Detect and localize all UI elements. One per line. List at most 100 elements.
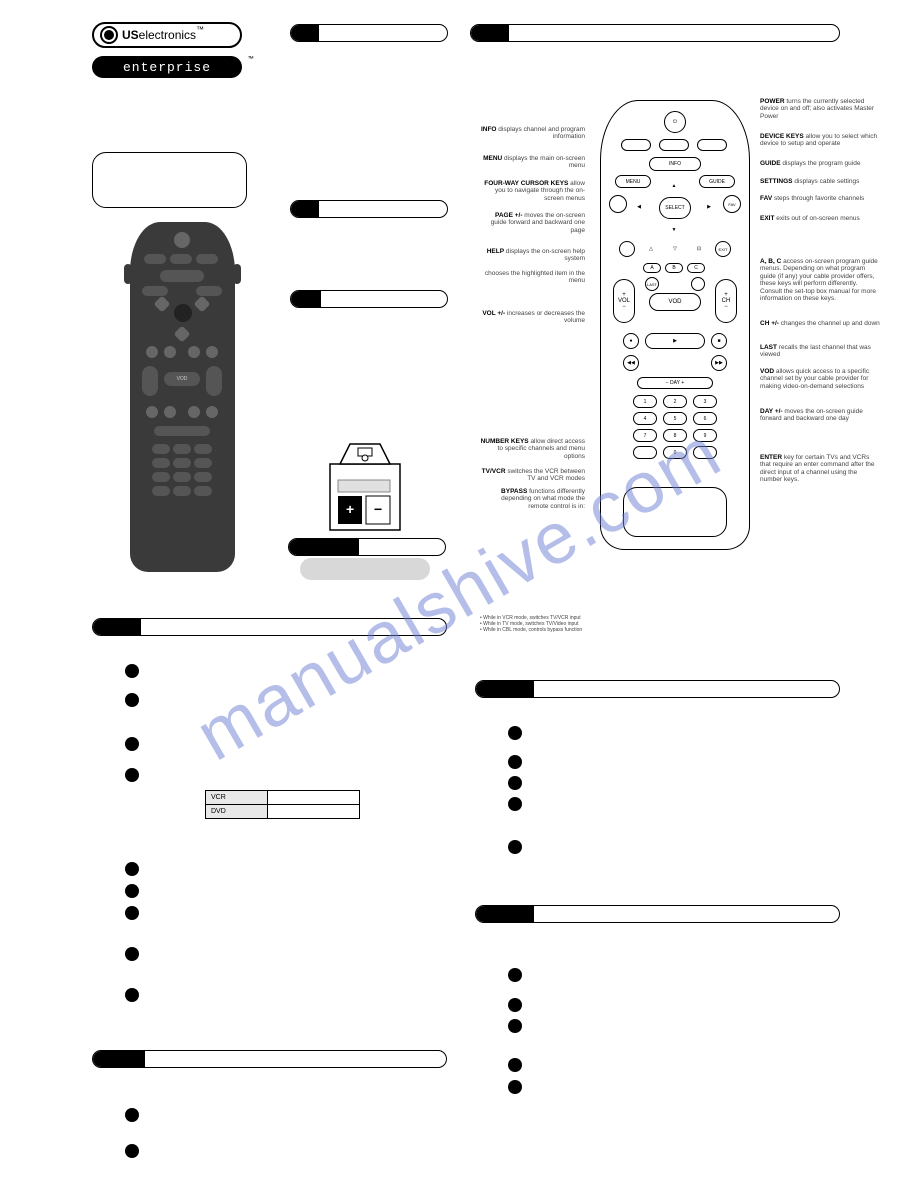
step-bullet <box>508 1058 522 1072</box>
step-bullet <box>508 1019 522 1033</box>
remote-diagram-body: ⏻ INFO MENU GUIDE ▲ SELECT ◀ ▶ ▼ FAV △ ▽… <box>600 100 750 550</box>
section-pill <box>475 905 840 923</box>
help-button <box>619 241 635 257</box>
callout-right: GUIDE displays the program guide <box>760 160 880 167</box>
section-pill <box>290 290 448 308</box>
callout-right: SETTINGS displays cable settings <box>760 178 880 185</box>
callout-left: VOL +/- increases or decreases the volum… <box>480 310 585 325</box>
step-bullet <box>125 768 139 782</box>
device-key-1 <box>621 139 651 151</box>
callout-left: BYPASS functions differently depending o… <box>480 488 585 510</box>
callout-left: HELP displays the on-screen help system <box>480 248 585 263</box>
callout-fine-line: • While in CBL mode, controls bypass fun… <box>480 627 600 633</box>
logo-us-electronics: USelectronics ™ <box>92 22 242 48</box>
section-pill <box>92 1050 447 1068</box>
rew-button: ◀◀ <box>623 355 639 371</box>
key-5: 5 <box>663 412 687 425</box>
callout-right: LAST recalls the last channel that was v… <box>760 344 880 359</box>
callout-right: CH +/- changes the channel up and down <box>760 320 880 327</box>
key-6: 6 <box>693 412 717 425</box>
section-pill <box>290 200 448 218</box>
key-4: 4 <box>633 412 657 425</box>
battery-diagram: + − <box>320 440 410 540</box>
select-button: SELECT <box>659 197 691 219</box>
ff-button: ▶▶ <box>711 355 727 371</box>
step-bullet <box>508 840 522 854</box>
settings-button <box>609 195 627 213</box>
section-pill <box>290 24 448 42</box>
rec-button: ● <box>623 333 639 349</box>
step-bullet <box>125 693 139 707</box>
play-button: ▶ <box>645 333 705 349</box>
table-row: DVD <box>206 805 360 819</box>
cursor-up: ▲ <box>663 179 685 193</box>
device-key-2 <box>659 139 689 151</box>
section-pill <box>92 618 447 636</box>
logo-enterprise-text: enterprise <box>123 60 211 75</box>
step-bullet <box>125 884 139 898</box>
step-bullet <box>508 998 522 1012</box>
c-button: C <box>687 263 705 273</box>
section-pill <box>475 680 840 698</box>
step-bullet <box>508 726 522 740</box>
step-bullet <box>125 1108 139 1122</box>
step-bullet <box>508 755 522 769</box>
b-button: B <box>665 263 683 273</box>
key-9: 9 <box>693 429 717 442</box>
section-pill <box>470 24 840 42</box>
ch-rocker: +CH− <box>715 279 737 323</box>
table-cell: DVD <box>206 805 268 819</box>
step-bullet <box>508 797 522 811</box>
step-bullet <box>125 988 139 1002</box>
battery-svg: + − <box>320 440 410 540</box>
page-down: ▽ <box>667 241 683 257</box>
exit-button: EXIT <box>715 241 731 257</box>
vod-button: VOD <box>649 293 701 311</box>
step-bullet <box>125 1144 139 1158</box>
callout-right: A, B, C access on-screen program guide m… <box>760 258 880 303</box>
key-2: 2 <box>663 395 687 408</box>
caution-pill-back <box>300 558 430 580</box>
callout-right: DAY +/- moves the on-screen guide forwar… <box>760 408 880 423</box>
key-0: 0 <box>663 446 687 459</box>
logo-ent-tm: ™ <box>248 56 254 65</box>
key-enter <box>693 446 717 459</box>
logo-tm: ™ <box>196 25 204 34</box>
callout-right: EXIT exits out of on-screen menus <box>760 215 880 222</box>
info-button: INFO <box>649 157 701 171</box>
step-bullet <box>125 947 139 961</box>
table-cell: VCR <box>206 791 268 805</box>
key-tvvcr <box>633 446 657 459</box>
menu-button: MENU <box>615 175 651 188</box>
code-table: VCRDVD <box>205 790 360 819</box>
callout-left: INFO displays channel and program inform… <box>480 126 585 141</box>
callout-right: DEVICE KEYS allow you to select which de… <box>760 133 880 148</box>
callout-left: chooses the highlighted item in the menu <box>480 270 585 285</box>
logo-us-light: electronics <box>139 28 196 42</box>
caution-pill-front <box>288 538 446 556</box>
cursor-right: ▶ <box>701 199 717 215</box>
step-bullet <box>508 968 522 982</box>
table-row: VCR <box>206 791 360 805</box>
step-bullet <box>508 776 522 790</box>
intro-box <box>92 152 247 208</box>
table-cell <box>267 791 359 805</box>
a-button: A <box>643 263 661 273</box>
logo-us-circle-icon <box>100 26 118 44</box>
step-bullet <box>125 664 139 678</box>
step-bullet <box>508 1080 522 1094</box>
power-button: ⏻ <box>664 111 686 133</box>
cursor-left: ◀ <box>631 199 647 215</box>
key-3: 3 <box>693 395 717 408</box>
fav-button: FAV <box>723 195 741 213</box>
callout-left: MENU displays the main on-screen menu <box>480 155 585 170</box>
exit-icon: ⊡ <box>691 241 707 257</box>
remote-diagram: ⏻ INFO MENU GUIDE ▲ SELECT ◀ ▶ ▼ FAV △ ▽… <box>600 100 750 550</box>
callout-left: FOUR-WAY CURSOR KEYS allow you to naviga… <box>480 180 585 202</box>
day-rocker: − DAY + <box>637 377 713 389</box>
guide-button: GUIDE <box>699 175 735 188</box>
remote-photo: VOD <box>130 222 235 572</box>
page-up: △ <box>643 241 659 257</box>
callout-left: PAGE +/- moves the on-screen guide forwa… <box>480 212 585 234</box>
callout-right: VOD allows quick access to a specific ch… <box>760 368 880 390</box>
